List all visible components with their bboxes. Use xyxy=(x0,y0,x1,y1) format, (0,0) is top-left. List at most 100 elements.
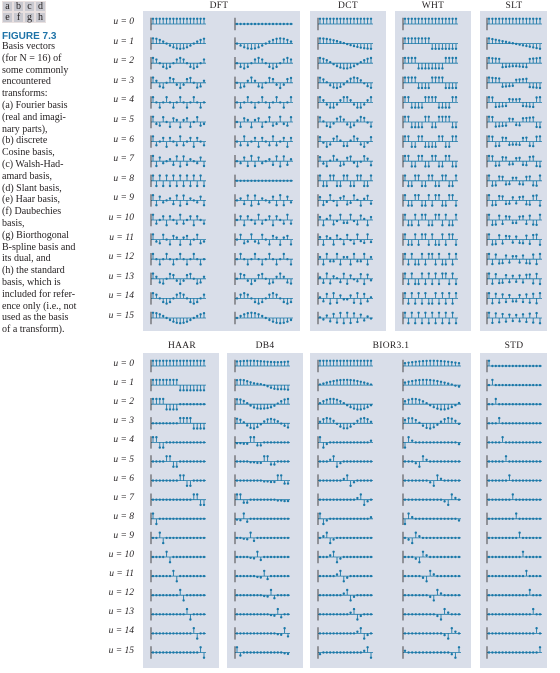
stem-marker xyxy=(165,302,168,305)
stem-marker xyxy=(257,22,260,26)
stem-marker xyxy=(162,651,165,654)
stem-marker xyxy=(155,479,158,482)
stem-marker xyxy=(521,104,525,108)
basis-vector-dft-real-u13 xyxy=(150,272,206,286)
stem-marker xyxy=(369,656,373,659)
stem-marker xyxy=(165,613,168,616)
title-dct: DCT xyxy=(338,1,358,11)
stem-marker xyxy=(525,105,528,108)
stem-marker xyxy=(172,234,175,238)
stem-marker xyxy=(508,280,511,284)
stem-marker xyxy=(318,135,322,139)
stem-marker xyxy=(410,126,413,129)
stem-marker xyxy=(443,555,446,559)
caption-line: (g) Biorthogonal xyxy=(2,229,69,241)
basis-vector-haar-u12 xyxy=(150,588,206,602)
stem-marker xyxy=(185,403,189,406)
stem-marker xyxy=(359,408,362,411)
stem-marker xyxy=(487,292,491,295)
stem-marker xyxy=(359,79,362,82)
stem-marker xyxy=(246,164,249,168)
stem-marker xyxy=(349,201,352,205)
stem-marker xyxy=(235,316,239,320)
stem-marker xyxy=(322,446,325,449)
stem-marker xyxy=(325,165,328,168)
row-label-top-u9: u = 9 xyxy=(113,193,134,204)
stem-marker xyxy=(403,460,407,463)
caption-line: encountered xyxy=(2,76,51,88)
stem-marker xyxy=(434,263,437,266)
stem-marker xyxy=(239,233,242,236)
stem-marker xyxy=(329,594,332,597)
stem-marker xyxy=(165,96,168,99)
stem-marker xyxy=(199,195,202,198)
stem-marker xyxy=(432,536,435,540)
stem-marker xyxy=(366,594,369,597)
stem-marker xyxy=(439,420,443,423)
stem-marker xyxy=(332,379,335,383)
stem-marker xyxy=(162,300,165,304)
stem-marker xyxy=(268,158,271,161)
stem-marker xyxy=(243,101,246,104)
caption-line: used as the basis xyxy=(2,312,69,324)
stem-marker xyxy=(196,555,199,559)
stem-marker xyxy=(441,322,444,325)
stem-marker xyxy=(487,272,491,275)
stem-marker xyxy=(325,59,328,62)
stem-marker xyxy=(425,554,428,557)
stem-marker xyxy=(235,632,239,635)
stem-marker xyxy=(454,555,457,559)
stem-marker xyxy=(289,96,293,99)
basis-vector-slt-u5 xyxy=(486,115,542,129)
stem-marker xyxy=(289,115,293,119)
stem-marker xyxy=(192,252,195,256)
stem-marker xyxy=(349,405,352,409)
stem-marker xyxy=(528,57,531,61)
stem-marker xyxy=(263,569,266,573)
stem-marker xyxy=(239,44,242,47)
stem-marker xyxy=(289,158,293,161)
stem-marker xyxy=(322,479,325,482)
stem-marker xyxy=(151,512,155,515)
stem-marker xyxy=(192,517,195,520)
basis-vector-wht-u15 xyxy=(402,311,458,325)
stem-marker xyxy=(199,140,202,143)
stem-marker xyxy=(286,652,290,656)
stem-marker xyxy=(165,408,168,411)
stem-marker xyxy=(271,135,275,138)
stem-marker xyxy=(280,400,283,403)
basis-vector-db4-u10 xyxy=(234,550,290,564)
stem-marker xyxy=(421,576,425,580)
stem-marker xyxy=(494,57,497,60)
stem-marker xyxy=(257,117,260,120)
stem-marker xyxy=(325,17,328,20)
stem-marker xyxy=(259,479,262,482)
stem-marker xyxy=(352,161,356,164)
stem-marker xyxy=(417,292,420,295)
stem-marker xyxy=(427,37,430,40)
stem-marker xyxy=(535,262,538,266)
row-label-top-u10: u = 10 xyxy=(108,213,134,223)
stem-marker xyxy=(273,574,276,578)
stem-marker xyxy=(411,555,414,559)
stem-marker xyxy=(261,58,264,61)
basis-vector-dft-imag-u6 xyxy=(234,135,293,148)
stem-marker xyxy=(342,163,345,166)
stem-marker xyxy=(359,614,362,618)
stem-marker xyxy=(427,165,430,168)
stem-marker xyxy=(521,242,525,245)
stem-marker xyxy=(535,96,538,99)
stem-marker xyxy=(266,418,269,421)
stem-marker xyxy=(196,282,199,285)
stem-marker xyxy=(182,403,185,406)
stem-marker xyxy=(268,106,271,109)
stem-marker xyxy=(532,86,535,89)
stem-marker xyxy=(318,255,322,259)
stem-marker xyxy=(250,179,253,182)
stem-marker xyxy=(349,321,352,325)
panel-haar xyxy=(143,353,219,668)
stem-marker xyxy=(417,311,420,314)
stem-marker xyxy=(325,184,328,188)
stem-marker xyxy=(182,441,185,444)
stem-marker xyxy=(511,65,514,68)
